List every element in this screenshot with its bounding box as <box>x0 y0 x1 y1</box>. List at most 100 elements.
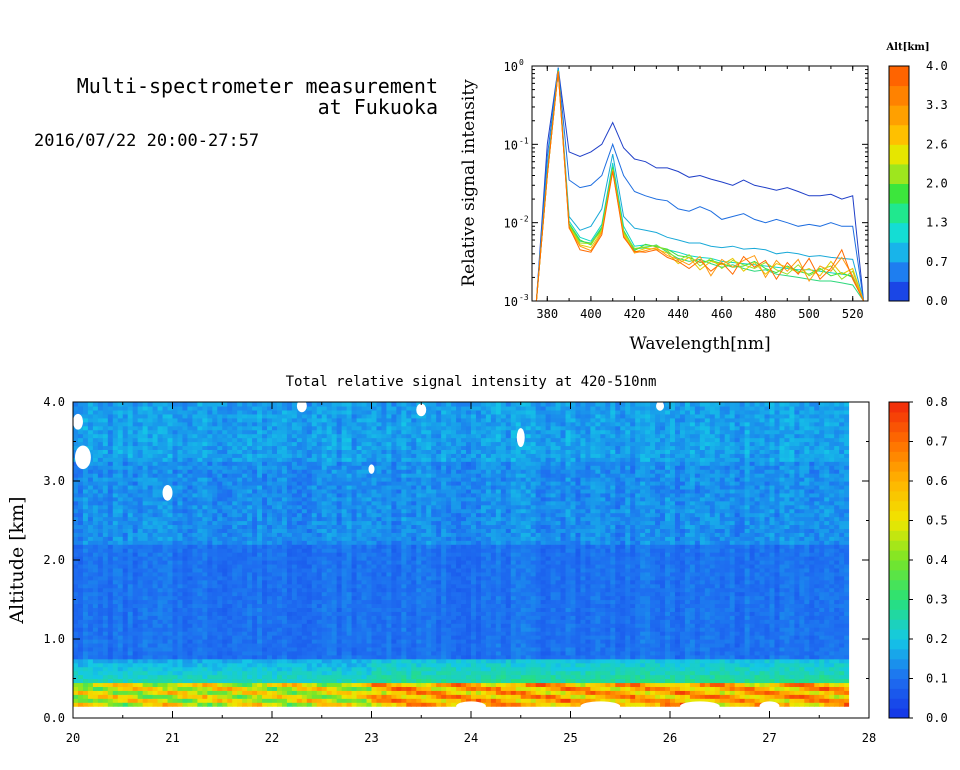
heatmap-cell <box>356 532 363 537</box>
heatmap-cell <box>82 611 89 616</box>
heatmap-cell <box>262 405 268 411</box>
heatmap-cell <box>87 465 94 470</box>
heatmap-cell <box>361 461 368 466</box>
heatmap-cell <box>77 520 84 526</box>
heatmap-cell <box>331 453 338 458</box>
heatmap-cell <box>326 556 333 561</box>
heatmap-cell <box>336 646 343 652</box>
title-line-2: at Fukuoka <box>318 95 438 119</box>
heatmap-cell <box>351 646 358 652</box>
heatmap-cell <box>247 429 253 435</box>
heatmap-cell <box>77 587 84 593</box>
heatmap-cell <box>147 425 154 431</box>
heatmap-cell <box>77 556 84 561</box>
heatmap-cell <box>202 571 208 577</box>
heatmap-cell <box>137 481 144 486</box>
heatmap-cell <box>257 556 263 561</box>
heatmap-cell <box>112 698 119 703</box>
heatmap-cell <box>361 639 368 644</box>
heatmap-cell <box>276 623 283 628</box>
heatmap-cell <box>257 670 263 676</box>
heatmap-cell <box>242 524 248 529</box>
heatmap-cell <box>87 678 94 684</box>
heatmap-cell <box>381 575 388 581</box>
heatmap-cell <box>177 607 184 612</box>
heatmap-cell <box>311 516 318 522</box>
heatmap-cell <box>82 473 89 478</box>
heatmap-cell <box>132 488 139 494</box>
heatmap-cell <box>147 619 154 624</box>
heatmap-cell <box>167 504 174 510</box>
heatmap-cell <box>132 619 139 624</box>
heatmap-cell <box>366 642 373 648</box>
heatmap-cell <box>162 425 169 431</box>
heatmap-cell <box>192 686 198 691</box>
heatmap-cell <box>311 650 318 656</box>
heatmap-cell <box>346 654 353 660</box>
heatmap-cell <box>197 623 203 628</box>
heatmap-cell <box>291 650 298 656</box>
heatmap-cell <box>117 504 124 510</box>
heatmap-cell <box>237 520 243 526</box>
heatmap-cell <box>137 496 144 502</box>
heatmap-cell <box>301 528 308 533</box>
heatmap-cell <box>167 453 174 458</box>
heatmap-cell <box>242 488 248 494</box>
heatmap-cell <box>182 413 189 419</box>
heatmap-cell <box>276 611 283 616</box>
heatmap-cell <box>366 437 373 443</box>
heatmap-cell <box>152 575 159 581</box>
heatmap-cell <box>132 642 139 648</box>
heatmap-cell <box>361 488 368 494</box>
heatmap-cell <box>296 544 303 549</box>
heatmap-cell <box>192 492 198 498</box>
heatmap-cell <box>336 409 343 415</box>
heatmap-cell <box>376 433 383 439</box>
heatmap-cell <box>212 492 218 498</box>
heatmap-cell <box>202 686 208 691</box>
heatmap-cell <box>336 484 343 490</box>
heatmap-cell <box>306 603 313 608</box>
heatmap-cell <box>73 536 79 541</box>
heatmap-cell <box>222 583 228 589</box>
heatmap-cell <box>117 544 124 549</box>
heatmap-cell <box>311 402 318 407</box>
heatmap-cell <box>172 441 179 447</box>
heatmap-cell <box>117 642 124 648</box>
heatmap-cell <box>301 520 308 526</box>
heatmap-cell <box>257 642 263 648</box>
heatmap-cell <box>321 563 328 569</box>
heatmap-cell <box>157 635 164 640</box>
heatmap-cell <box>137 654 144 660</box>
heatmap-cell <box>247 575 253 581</box>
heatmap-cell <box>142 524 149 529</box>
heatmap-cell <box>276 425 283 431</box>
heatmap-cell <box>167 425 174 431</box>
heatmap-cell <box>117 425 124 431</box>
heatmap-cell <box>371 469 378 474</box>
heatmap-cell <box>326 563 333 569</box>
heatmap-cell <box>301 607 308 612</box>
heatmap-cell <box>321 516 328 522</box>
heatmap-cell <box>237 631 243 636</box>
heatmap-cell <box>291 674 298 680</box>
heatmap-cell <box>301 579 308 585</box>
heatmap-cell <box>222 429 228 435</box>
heatmap-cell <box>147 453 154 458</box>
heatmap-cell <box>267 587 273 593</box>
heatmap-cell <box>301 595 308 601</box>
heatmap-cell <box>316 575 323 581</box>
heatmap-cell <box>142 461 149 466</box>
heatmap-cell <box>102 449 109 454</box>
heatmap-cell <box>92 607 99 612</box>
heatmap-cell <box>222 567 228 573</box>
heatmap-cell <box>127 484 134 490</box>
heatmap-cell <box>232 619 238 624</box>
heatmap-cell <box>162 421 169 427</box>
heatmap-cell <box>87 469 94 474</box>
heatmap-cell <box>381 488 388 494</box>
heatmap-cell <box>262 488 268 494</box>
heatmap-cell <box>77 488 84 494</box>
altitude-colorbar-tick-label: 2.6 <box>926 137 948 151</box>
heatmap-cell <box>262 500 268 506</box>
